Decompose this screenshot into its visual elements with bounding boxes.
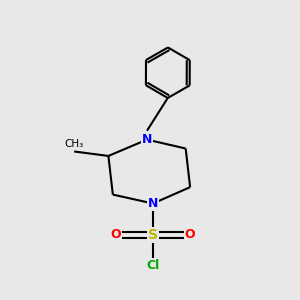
Text: Cl: Cl — [146, 260, 160, 272]
Text: N: N — [142, 133, 152, 146]
Text: CH₃: CH₃ — [64, 139, 84, 148]
Text: S: S — [148, 228, 158, 242]
Text: O: O — [110, 228, 121, 241]
Text: N: N — [148, 197, 158, 210]
Text: O: O — [185, 228, 195, 241]
